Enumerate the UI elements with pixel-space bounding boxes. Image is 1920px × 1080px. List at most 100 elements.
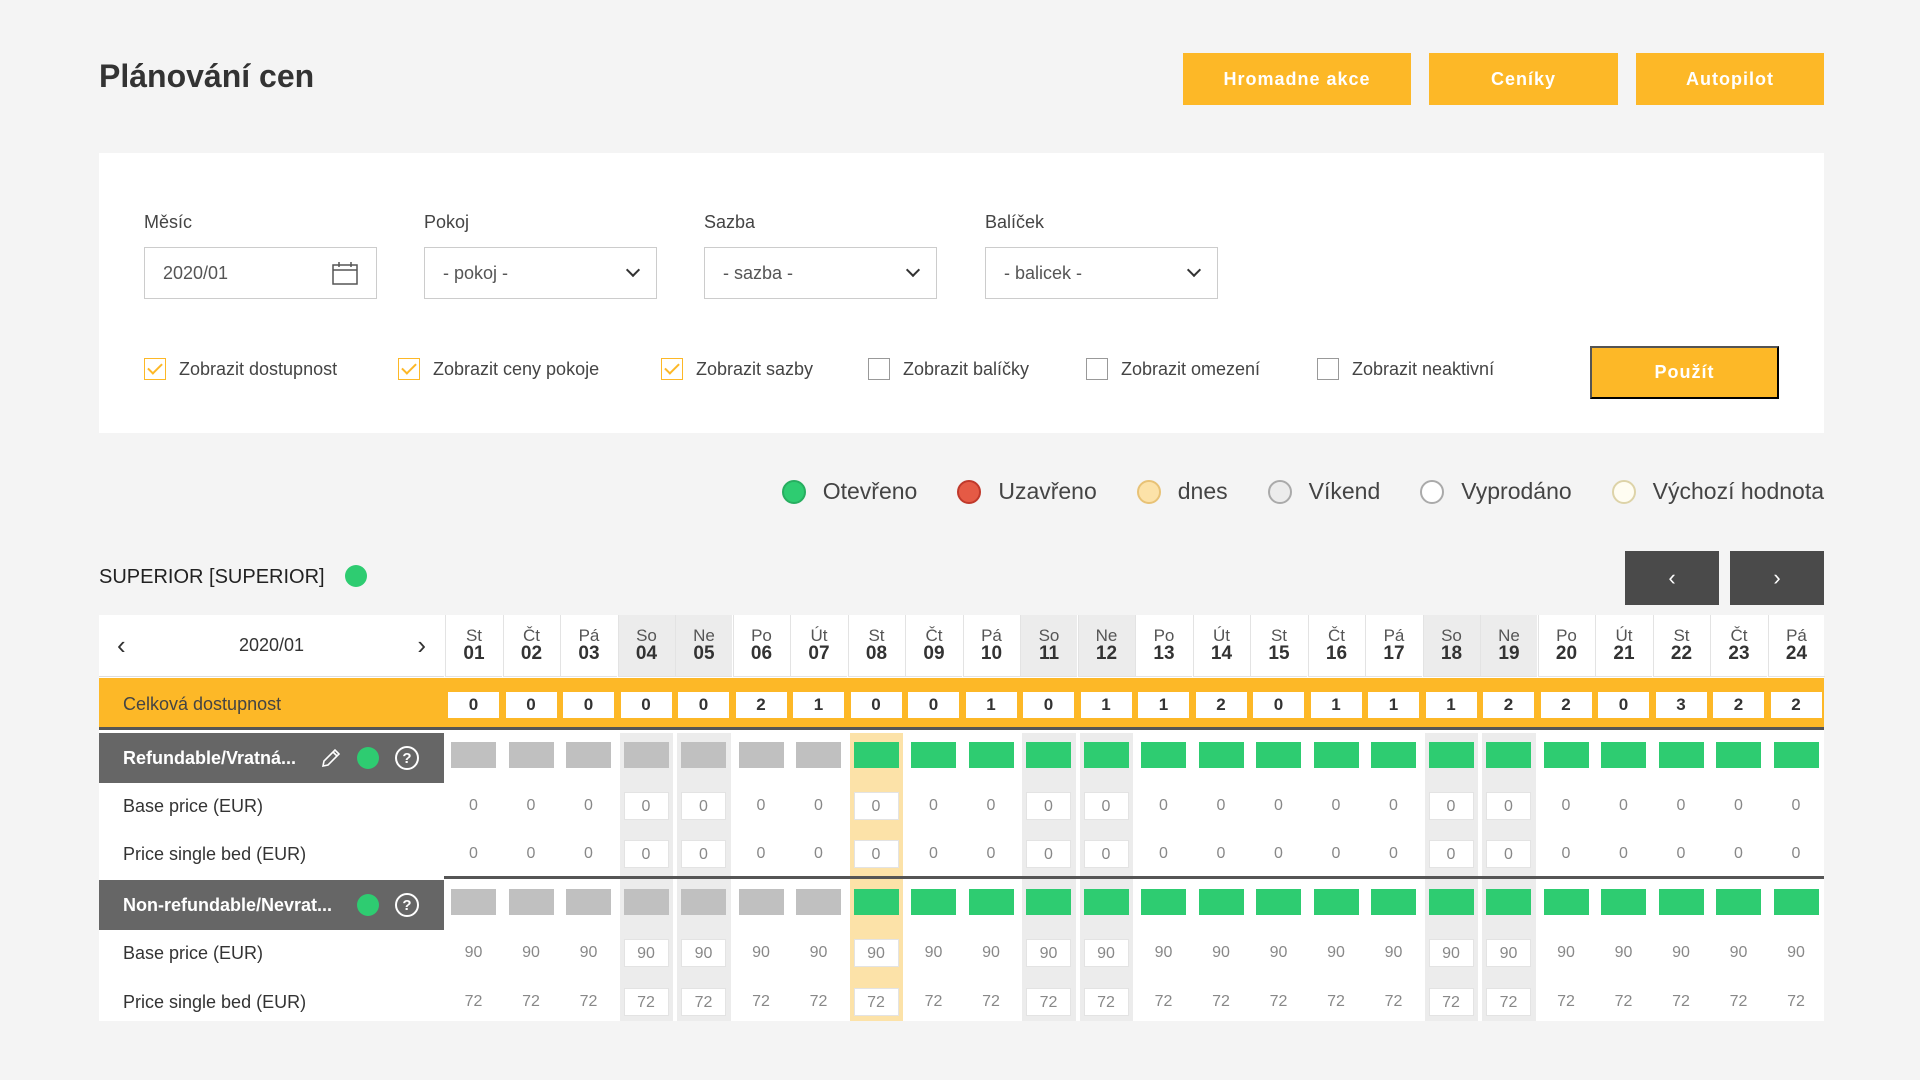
price-cell[interactable]: 0 (584, 845, 593, 862)
price-cell[interactable]: 0 (623, 792, 669, 820)
price-cell[interactable]: 72 (1327, 993, 1345, 1010)
status-cell[interactable] (1256, 889, 1301, 915)
status-cell[interactable] (796, 742, 841, 768)
status-cell[interactable] (1198, 889, 1244, 915)
status-cell[interactable] (968, 742, 1014, 768)
status-cell[interactable] (1601, 742, 1646, 768)
price-cell[interactable]: 0 (1428, 840, 1474, 868)
availability-cell[interactable]: 0 (563, 692, 614, 718)
status-cell[interactable] (508, 742, 554, 768)
status-cell[interactable] (1141, 742, 1186, 768)
price-cell[interactable]: 0 (469, 797, 478, 814)
status-cell[interactable] (1486, 742, 1531, 768)
price-cell[interactable]: 72 (1269, 993, 1288, 1010)
status-cell[interactable] (1773, 889, 1819, 915)
status-cell[interactable] (1026, 889, 1071, 915)
price-cell[interactable]: 0 (1734, 845, 1743, 862)
price-cell[interactable]: 72 (1212, 993, 1230, 1010)
status-cell[interactable] (1083, 742, 1129, 768)
price-cell[interactable]: 72 (1614, 993, 1633, 1010)
price-cell[interactable]: 72 (1026, 988, 1071, 1016)
status-cell[interactable] (681, 742, 726, 768)
price-cell[interactable]: 90 (1614, 944, 1633, 961)
availability-cell[interactable]: 2 (735, 692, 787, 718)
price-cell[interactable]: 0 (1676, 845, 1686, 862)
availability-cell[interactable]: 1 (1368, 692, 1419, 718)
availability-cell[interactable]: 3 (1655, 692, 1707, 718)
checkbox-show-availability[interactable]: Zobrazit dostupnost (144, 358, 337, 380)
status-cell[interactable] (1658, 742, 1704, 768)
status-cell[interactable] (1428, 742, 1474, 768)
status-cell[interactable] (623, 889, 669, 915)
status-cell[interactable] (1716, 889, 1761, 915)
price-cell[interactable]: 0 (1428, 792, 1474, 820)
checkbox-box[interactable] (1317, 358, 1339, 380)
status-cell[interactable] (1141, 889, 1186, 915)
help-icon[interactable]: ? (395, 746, 419, 770)
status-cell[interactable] (1658, 889, 1704, 915)
availability-cell[interactable]: 0 (448, 692, 499, 718)
price-cell[interactable]: 0 (756, 845, 766, 862)
price-cell[interactable]: 90 (1327, 944, 1345, 961)
checkbox-box[interactable] (144, 358, 166, 380)
availability-cell[interactable]: 1 (1425, 692, 1477, 718)
price-cell[interactable]: 90 (924, 944, 943, 961)
price-cell[interactable]: 72 (1672, 993, 1690, 1010)
price-cell[interactable]: 90 (1154, 944, 1173, 961)
price-cell[interactable]: 0 (756, 797, 766, 814)
status-cell[interactable] (911, 889, 956, 915)
checkbox-show-rates[interactable]: Zobrazit sazby (661, 358, 813, 380)
price-cell[interactable]: 90 (752, 944, 770, 961)
status-cell[interactable] (738, 742, 784, 768)
price-cell[interactable]: 90 (1672, 944, 1690, 961)
price-cell[interactable]: 0 (1331, 845, 1341, 862)
status-cell[interactable] (1026, 742, 1071, 768)
availability-cell[interactable]: 0 (850, 692, 902, 718)
price-cell[interactable]: 0 (1216, 845, 1226, 862)
price-cell[interactable]: 72 (681, 988, 726, 1016)
checkbox-show-packages[interactable]: Zobrazit balíčky (868, 358, 1029, 380)
price-cell[interactable]: 72 (1729, 993, 1748, 1010)
price-cell[interactable]: 0 (1791, 797, 1801, 814)
price-cell[interactable]: 0 (986, 797, 996, 814)
price-cell[interactable]: 72 (1384, 993, 1403, 1010)
availability-cell[interactable]: 0 (678, 692, 729, 718)
availability-cell[interactable]: 2 (1713, 692, 1764, 718)
price-cell[interactable]: 90 (853, 939, 899, 967)
price-cell[interactable]: 90 (809, 944, 828, 961)
price-cell[interactable]: 0 (1159, 845, 1168, 862)
status-cell[interactable] (853, 742, 899, 768)
price-cell[interactable]: 90 (1486, 939, 1531, 967)
status-cell[interactable] (1428, 889, 1474, 915)
price-cell[interactable]: 72 (1557, 993, 1575, 1010)
status-cell[interactable] (508, 889, 554, 915)
checkbox-box[interactable] (868, 358, 890, 380)
price-cell[interactable]: 72 (1428, 988, 1474, 1016)
status-cell[interactable] (1773, 742, 1819, 768)
availability-cell[interactable]: 2 (1770, 692, 1822, 718)
price-cell[interactable]: 0 (1619, 845, 1628, 862)
price-cell[interactable]: 72 (1787, 993, 1805, 1010)
price-cell[interactable]: 90 (982, 944, 1000, 961)
price-lists-button[interactable]: Ceníky (1429, 53, 1618, 105)
status-cell[interactable] (796, 889, 841, 915)
price-cell[interactable]: 90 (1729, 944, 1748, 961)
price-cell[interactable]: 72 (464, 993, 483, 1010)
next-period-button[interactable]: › (1730, 551, 1824, 605)
price-cell[interactable]: 0 (1486, 840, 1531, 868)
price-cell[interactable]: 0 (1561, 845, 1571, 862)
price-cell[interactable]: 0 (469, 845, 478, 862)
availability-cell[interactable]: 0 (620, 692, 672, 718)
price-cell[interactable]: 0 (1561, 797, 1571, 814)
price-cell[interactable]: 0 (1331, 797, 1341, 814)
availability-cell[interactable]: 0 (505, 692, 557, 718)
price-cell[interactable]: 0 (853, 792, 899, 820)
availability-cell[interactable]: 1 (965, 692, 1017, 718)
status-cell[interactable] (1543, 742, 1589, 768)
price-cell[interactable]: 72 (579, 993, 598, 1010)
price-cell[interactable]: 90 (1212, 944, 1230, 961)
prev-period-button[interactable]: ‹ (1625, 551, 1719, 605)
status-cell[interactable] (853, 889, 899, 915)
help-icon[interactable]: ? (395, 893, 419, 917)
price-cell[interactable]: 0 (1026, 840, 1071, 868)
